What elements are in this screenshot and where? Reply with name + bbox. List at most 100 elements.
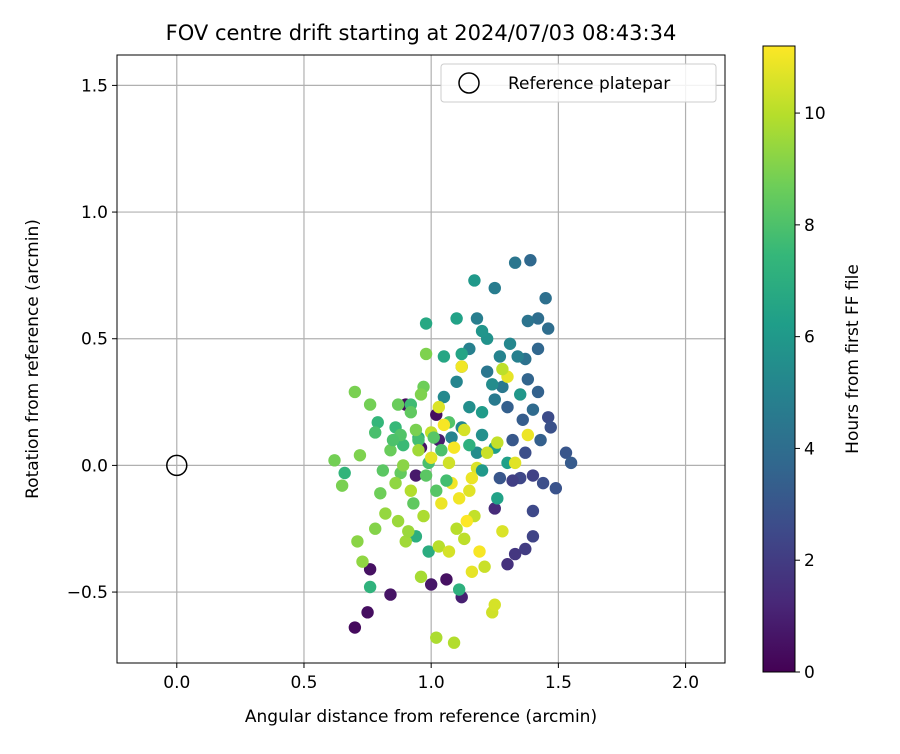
- data-points: [166, 254, 578, 649]
- data-point: [391, 514, 405, 528]
- data-point: [447, 441, 461, 454]
- data-point: [409, 469, 423, 482]
- data-point: [519, 446, 532, 459]
- data-point: [455, 347, 468, 361]
- data-point: [371, 416, 384, 429]
- colorbar-tick-label: 6: [804, 328, 815, 348]
- data-point: [544, 421, 557, 434]
- reference-point-marker: [166, 454, 188, 477]
- data-point: [361, 606, 374, 619]
- data-point: [458, 532, 471, 546]
- data-point: [506, 474, 519, 487]
- data-point: [516, 413, 529, 426]
- data-point: [374, 487, 387, 500]
- data-point: [386, 433, 400, 447]
- plot-area-frame: [116, 54, 726, 664]
- data-point: [369, 426, 382, 439]
- data-point: [488, 502, 501, 515]
- data-point: [460, 514, 473, 528]
- data-point: [514, 388, 527, 401]
- data-point: [409, 423, 423, 437]
- x-axis-ticks: 0.0 0.5 1.0 1.5 2.0: [163, 663, 699, 693]
- data-point: [435, 497, 448, 510]
- y-tick-label: −0.5: [67, 583, 108, 603]
- data-point: [402, 525, 415, 538]
- data-point: [488, 393, 501, 406]
- data-point: [455, 360, 468, 373]
- colorbar-tick-label: 8: [804, 216, 815, 236]
- data-point: [486, 378, 499, 391]
- data-point: [475, 406, 489, 419]
- data-point: [463, 400, 476, 414]
- data-point: [396, 438, 410, 452]
- data-point: [539, 292, 552, 305]
- data-point: [369, 522, 382, 535]
- data-point: [445, 431, 458, 444]
- y-tick-label: 1.5: [81, 76, 108, 96]
- data-point: [541, 322, 555, 335]
- data-point: [452, 583, 466, 596]
- data-point: [496, 380, 509, 394]
- colorbar-scale: [762, 45, 796, 673]
- data-point: [463, 484, 476, 497]
- legend-marker-icon: [458, 72, 480, 94]
- data-point: [526, 403, 540, 416]
- data-point: [463, 438, 476, 452]
- data-point: [475, 428, 489, 442]
- y-tick-label: 1.0: [81, 203, 108, 223]
- colorbar-tick-label: 0: [804, 663, 815, 683]
- colorbar-ticks: 0 2 4 6 8 10: [795, 104, 826, 683]
- chart-title: FOV centre drift starting at 2024/07/03 …: [166, 21, 677, 45]
- data-point: [412, 433, 425, 447]
- data-point: [435, 444, 448, 457]
- data-point: [384, 444, 397, 457]
- data-point: [503, 337, 517, 350]
- data-point: [524, 254, 537, 267]
- data-point: [351, 535, 364, 548]
- data-point: [419, 347, 433, 361]
- y-tick-label: 0.0: [81, 456, 108, 476]
- data-point: [338, 466, 351, 480]
- data-point: [353, 449, 367, 462]
- data-point: [519, 542, 532, 556]
- data-point: [465, 565, 479, 578]
- x-axis-label: Angular distance from reference (arcmin): [245, 707, 597, 727]
- data-point: [417, 509, 430, 523]
- data-point: [404, 484, 418, 497]
- data-point: [458, 423, 471, 437]
- colorbar-tick-label: 4: [804, 439, 815, 459]
- legend: Reference platepar: [440, 63, 717, 103]
- data-point: [549, 482, 563, 495]
- data-point: [531, 342, 545, 356]
- data-point: [422, 545, 435, 558]
- data-point: [424, 451, 438, 464]
- data-point: [488, 281, 501, 295]
- data-point: [399, 535, 412, 548]
- data-point: [531, 312, 545, 325]
- colorbar-tick-label: 2: [804, 551, 815, 571]
- data-point: [437, 350, 451, 363]
- data-point: [442, 545, 456, 558]
- data-point: [404, 406, 418, 419]
- data-point: [450, 522, 463, 535]
- data-point: [419, 469, 433, 482]
- data-point: [559, 446, 573, 459]
- data-point: [412, 444, 425, 457]
- data-point: [414, 388, 428, 401]
- data-point: [564, 456, 578, 470]
- data-point: [536, 476, 550, 490]
- data-point: [475, 324, 489, 338]
- y-axis-ticks: −0.5 0.0 0.5 1.0 1.5: [67, 76, 117, 603]
- data-point: [430, 484, 443, 497]
- data-point: [452, 492, 466, 505]
- data-point: [526, 504, 540, 518]
- data-point: [389, 476, 402, 490]
- data-point: [491, 436, 504, 449]
- data-point: [432, 540, 446, 553]
- x-tick-label: 1.5: [545, 673, 572, 693]
- data-point: [480, 365, 494, 378]
- data-point: [440, 474, 453, 487]
- data-point: [478, 560, 491, 573]
- data-point: [440, 573, 453, 586]
- x-tick-label: 0.5: [290, 673, 317, 693]
